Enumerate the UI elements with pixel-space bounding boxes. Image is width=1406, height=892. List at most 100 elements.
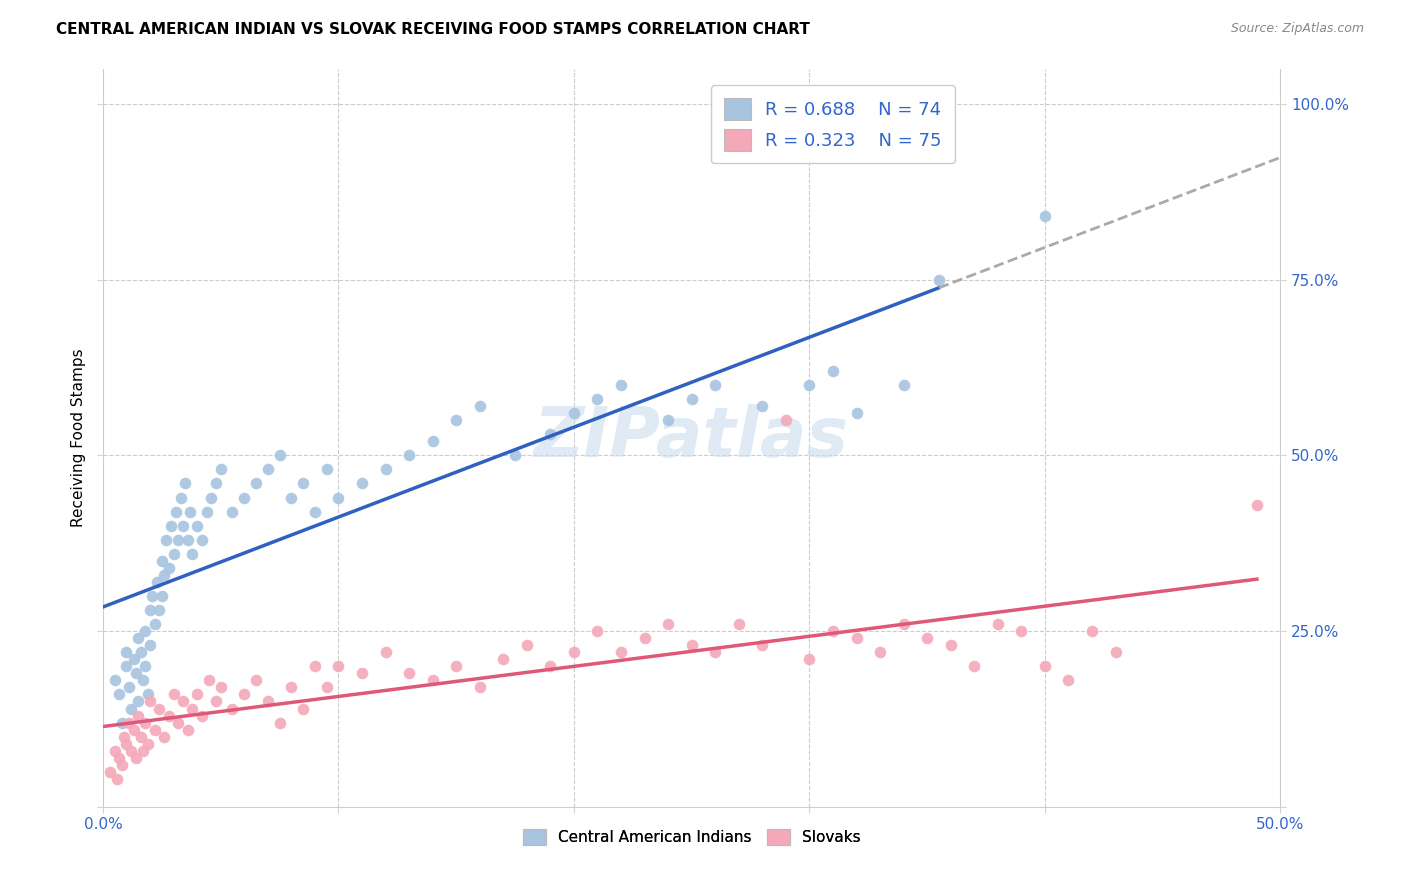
Point [108,750,131,764]
Point [398,448,420,462]
Point [122,652,145,666]
Point [633,631,655,645]
Point [143,723,166,737]
Point [503,448,526,462]
Point [186,518,208,533]
Point [821,364,844,378]
Point [125,666,148,681]
Point [160,518,183,533]
Point [893,617,915,632]
Point [181,701,204,715]
Point [111,757,134,772]
Point [221,505,243,519]
Point [1010,624,1032,639]
Point [915,631,938,645]
Point [111,715,134,730]
Point [350,476,373,491]
Point [516,638,538,652]
Text: CENTRAL AMERICAN INDIAN VS SLOVAK RECEIVING FOOD STAMPS CORRELATION CHART: CENTRAL AMERICAN INDIAN VS SLOVAK RECEIV… [56,22,810,37]
Point [292,476,315,491]
Point [134,715,156,730]
Point [112,730,135,744]
Point [104,744,127,758]
Point [987,617,1010,632]
Point [139,694,162,708]
Point [468,399,491,413]
Point [172,694,194,708]
Point [148,603,170,617]
Point [304,505,326,519]
Point [304,659,326,673]
Point [120,701,142,715]
Point [562,645,585,659]
Point [167,533,190,547]
Point [869,645,891,659]
Point [115,659,138,673]
Point [280,681,302,695]
Point [118,715,141,730]
Point [169,491,191,505]
Point [1246,498,1268,512]
Point [657,617,679,632]
Point [127,694,149,708]
Point [256,462,278,476]
Point [198,673,221,688]
Point [115,645,138,659]
Point [209,681,232,695]
Point [162,688,184,702]
Point [328,491,350,505]
Point [233,688,256,702]
Point [245,673,267,688]
Point [398,666,420,681]
Point [221,701,243,715]
Point [98,764,121,779]
Point [538,427,561,442]
Point [727,617,749,632]
Point [444,659,467,673]
Point [821,624,844,639]
Point [108,688,131,702]
Point [704,378,727,392]
Point [165,505,187,519]
Point [492,652,515,666]
Point [928,272,950,286]
Point [139,638,162,652]
Point [939,638,962,652]
Point [256,694,278,708]
Point [704,645,727,659]
Point [315,681,337,695]
Point [122,723,145,737]
Point [422,434,444,449]
Point [1104,645,1126,659]
Point [657,413,679,427]
Point [538,659,561,673]
Point [181,547,204,561]
Point [292,701,315,715]
Point [132,744,155,758]
Point [141,589,163,603]
Point [172,518,194,533]
Point [129,730,152,744]
Point [751,638,773,652]
Point [153,730,176,744]
Point [134,624,156,639]
Point [374,645,396,659]
Point [120,744,142,758]
Point [315,462,337,476]
Point [751,399,773,413]
Point [176,533,198,547]
Point [468,681,491,695]
Point [328,659,350,673]
Point [118,681,141,695]
Point [280,491,302,505]
Point [105,772,128,786]
Y-axis label: Receiving Food Stamps: Receiving Food Stamps [72,349,86,527]
Point [444,413,467,427]
Point [233,491,256,505]
Point [174,476,197,491]
Point [191,708,214,723]
Point [127,631,149,645]
Point [845,631,868,645]
Point [269,715,291,730]
Point [148,701,170,715]
